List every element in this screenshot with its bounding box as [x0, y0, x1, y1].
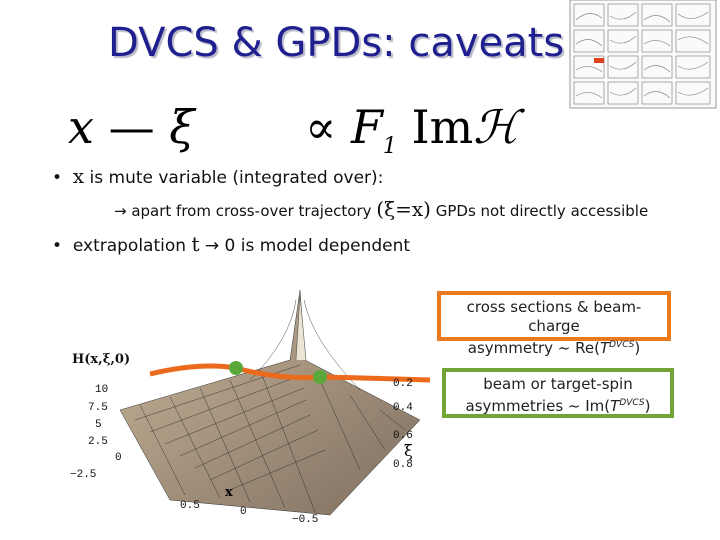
box-close: ): [634, 339, 641, 357]
sub-bullet-text: → apart from cross-over trajectory: [114, 202, 377, 220]
xi-tick-label: 0.8: [393, 459, 413, 471]
thumbnail-plots: [569, 0, 717, 109]
formula-dash: —: [108, 100, 155, 154]
bullet-math: t: [191, 232, 200, 256]
formula-im: Im: [411, 100, 474, 154]
sub-bullet-math: (ξ=x): [376, 197, 431, 221]
box-line: beam or target-spin: [483, 375, 633, 393]
xi-tick-label: 0.2: [393, 378, 413, 390]
formula-h: ℋ: [473, 100, 519, 154]
annotation-box: cross sections & beam-charge asymmetry ~…: [437, 291, 671, 357]
x-tick-label: 0: [240, 506, 247, 518]
box-close: ): [644, 397, 651, 415]
z-tick-label: 10: [95, 384, 108, 396]
bullet-text: extrapolation: [72, 236, 192, 256]
box-line: asymmetries ~ Im(: [465, 397, 611, 415]
sub-bullet: → apart from cross-over trajectory (ξ=x)…: [114, 197, 648, 221]
bullet: • extrapolation t → 0 is model dependent: [52, 232, 411, 256]
z-label: H(x,ξ,0): [72, 352, 130, 367]
z-tick-label: 5: [95, 419, 102, 431]
gpd-surface-plot: H(x,ξ,0) 10 7.5 5 2.5 0 −2.5 0.2 0.4 0.6…: [70, 289, 431, 526]
bullet-rest: → 0 is model dependent: [199, 236, 411, 256]
x-tick-label: 0.5: [180, 500, 200, 512]
box-symbol: T: [599, 339, 610, 357]
xi-tick-label: 0.4: [393, 402, 413, 414]
x-label: x: [225, 485, 233, 500]
box-line: asymmetry ~ Re(: [467, 339, 600, 357]
bullet-var: x: [72, 164, 85, 188]
x-tick-label: −0.5: [292, 514, 318, 526]
formula-sub: 1: [382, 134, 397, 160]
z-tick-label: 2.5: [88, 436, 108, 448]
z-tick-label: 7.5: [88, 402, 108, 414]
sub-bullet-rest: GPDs not directly accessible: [430, 202, 649, 220]
z-tick-label: −2.5: [70, 469, 96, 481]
box-line: cross sections & beam-charge: [466, 298, 642, 335]
z-tick-label: 0: [115, 452, 122, 464]
box-superscript: DVCS: [619, 398, 645, 408]
xi-label: ξ: [404, 441, 413, 460]
slide-title: DVCS & GPDs: caveats: [108, 20, 565, 66]
bullet: • x is mute variable (integrated over):: [52, 164, 384, 188]
formula: x — ξ ∝ F1 Imℋ: [68, 100, 519, 159]
box-symbol: T: [610, 397, 620, 415]
formula-x: x: [68, 100, 94, 154]
xi-tick-label: 0.6: [393, 430, 413, 442]
bullet-text: is mute variable (integrated over):: [84, 168, 384, 188]
box-superscript: DVCS: [609, 340, 635, 350]
formula-f: F: [350, 100, 383, 154]
formula-prop: ∝: [305, 100, 337, 154]
annotation-box: beam or target-spin asymmetries ~ Im(TDV…: [442, 368, 674, 418]
formula-xi: ξ: [169, 100, 195, 154]
